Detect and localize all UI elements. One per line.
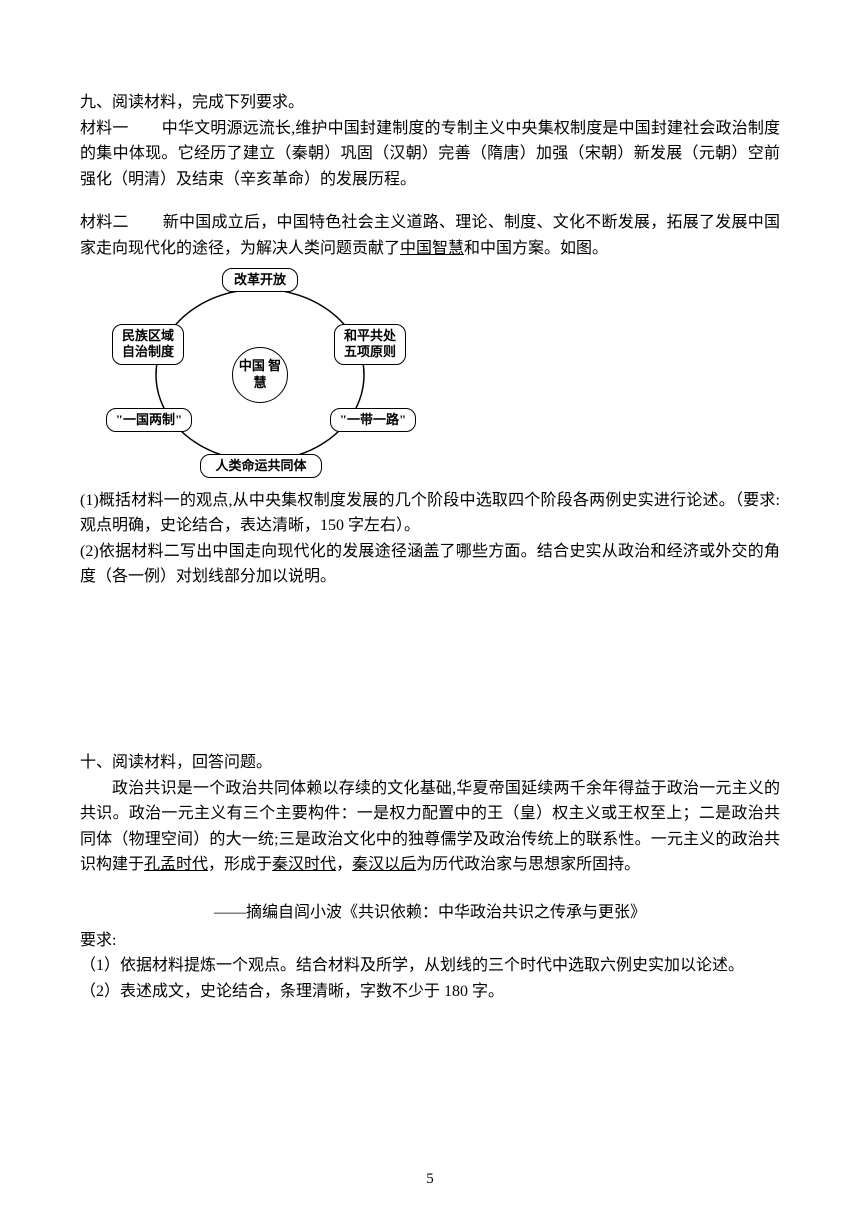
material-2-label: 材料二 (80, 214, 163, 231)
section-10: 十、阅读材料，回答问题。 政治共识是一个政治共同体赖以存续的文化基础,华夏帝国延… (80, 750, 780, 1004)
diagram-node: "一带一路" (330, 408, 416, 433)
material-1: 材料一 中华文明源远流长,维护中国封建制度的专制主义中央集权制度是中国封建社会政… (80, 116, 780, 193)
material-2-underlined: 中国智慧 (400, 240, 464, 257)
section-10-body: 政治共识是一个政治共同体赖以存续的文化基础,华夏帝国延续两千余年得益于政治一元主… (80, 776, 780, 878)
section-9: 九、阅读材料，完成下列要求。 材料一 中华文明源远流长,维护中国封建制度的专制主… (80, 90, 780, 590)
requirement-1: （1）依据材料提炼一个观点。结合材料及所学，从划线的三个时代中选取六例史实加以论… (80, 953, 780, 979)
requirement-2: （2）表述成文，史论结合，条理清晰，字数不少于 180 字。 (80, 979, 780, 1005)
body-u3: 秦汉以后 (352, 856, 416, 873)
material-1-label: 材料一 (80, 120, 162, 137)
diagram-node: "一国两制" (106, 408, 192, 433)
requirements-label: 要求: (80, 928, 780, 954)
diagram-node: 人类命运共同体 (200, 454, 322, 479)
diagram-node: 民族区域 自治制度 (112, 324, 184, 366)
section-10-heading: 十、阅读材料，回答问题。 (80, 750, 780, 776)
body-b: ，形成于 (208, 856, 272, 873)
diagram-node: 和平共处 五项原则 (334, 324, 406, 366)
section-9-heading: 九、阅读材料，完成下列要求。 (80, 90, 780, 116)
body-u1: 孔孟时代 (144, 856, 208, 873)
body-c: ， (336, 856, 352, 873)
body-u2: 秦汉时代 (272, 856, 336, 873)
material-2: 材料二 新中国成立后，中国特色社会主义道路、理论、制度、文化不断发展，拓展了发展… (80, 210, 780, 261)
diagram-node: 改革开放 (222, 268, 298, 293)
question-9-2: (2)依据材料二写出中国走向现代化的发展途径涵盖了哪些方面。结合史实从政治和经济… (80, 539, 780, 590)
wisdom-diagram: 中国 智慧 改革开放民族区域 自治制度和平共处 五项原则"一国两制""一带一路"… (110, 270, 410, 480)
page-number: 5 (426, 1171, 434, 1188)
citation: ——摘编自闾小波《共识依赖：中华政治共识之传承与更张》 (80, 900, 780, 926)
spacer (80, 610, 780, 740)
question-9-1: (1)概括材料一的观点,从中央集权制度发展的几个阶段中选取四个阶段各两例史实进行… (80, 488, 780, 539)
material-1-text: 中华文明源远流长,维护中国封建制度的专制主义中央集权制度是中国封建社会政治制度的… (80, 120, 780, 188)
diagram-center: 中国 智慧 (232, 347, 288, 403)
material-2-text-b: 和中国方案。如图。 (464, 240, 608, 257)
body-d: 为历代政治家与思想家所固持。 (416, 856, 640, 873)
